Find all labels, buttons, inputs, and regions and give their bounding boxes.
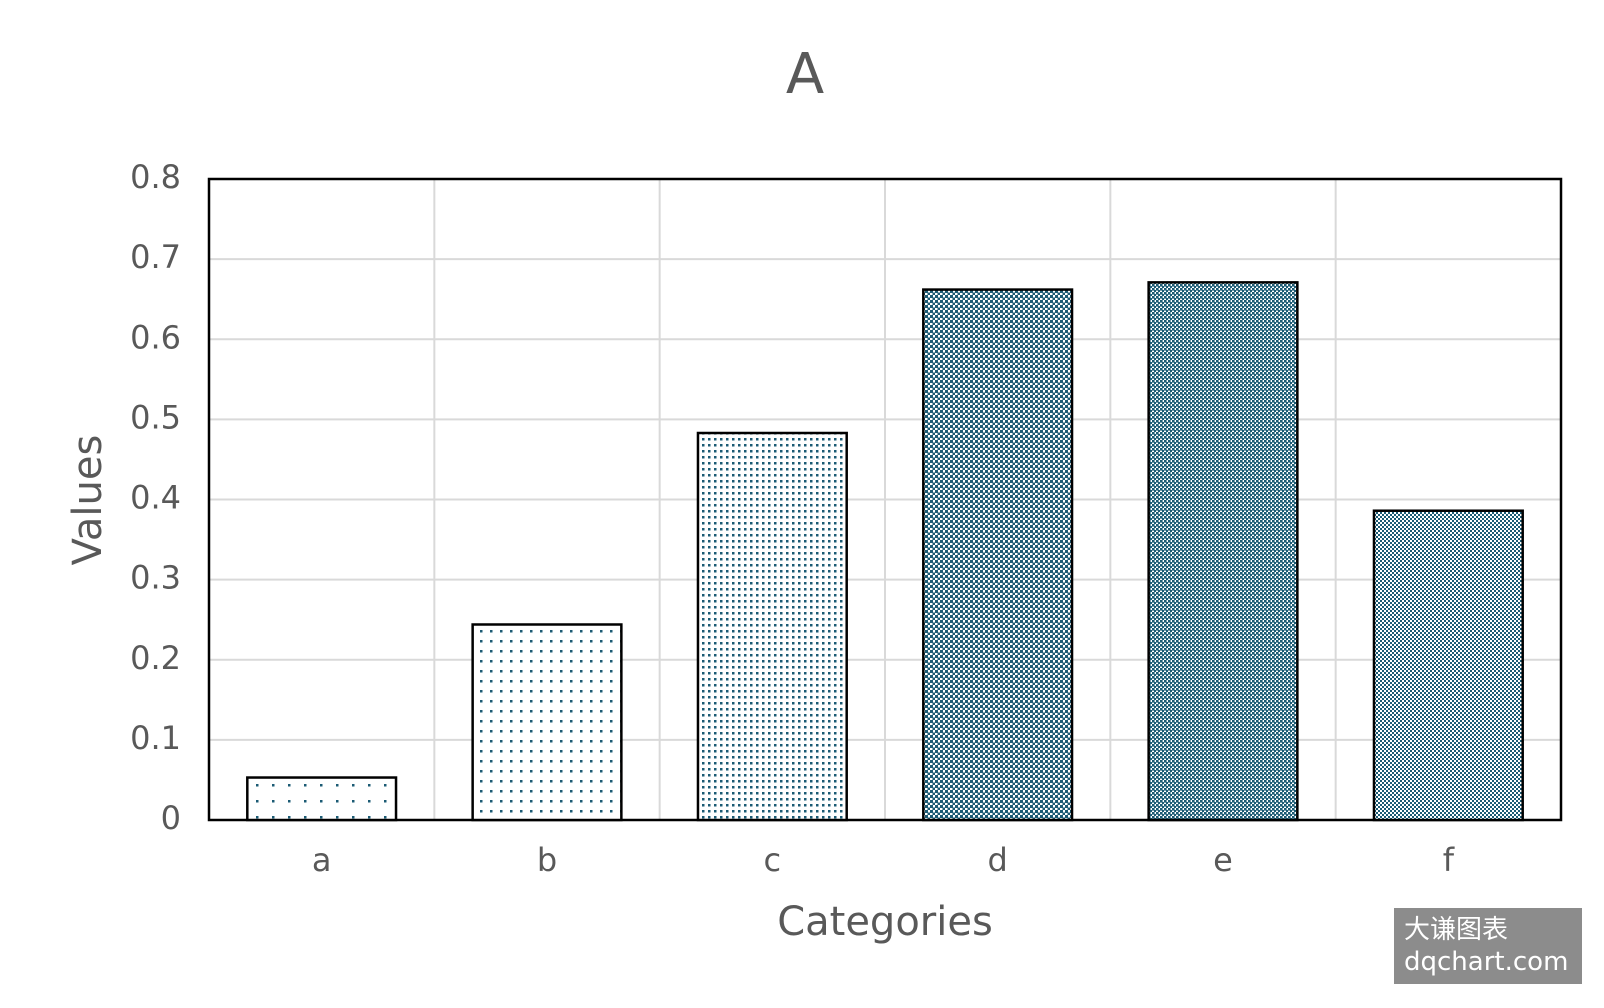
x-axis-label: Categories <box>777 899 993 945</box>
y-tick-label: 0 <box>161 799 181 837</box>
y-tick-label: 0.2 <box>130 639 181 677</box>
y-tick-label: 0.8 <box>130 158 181 196</box>
chart-title: A <box>786 42 824 107</box>
y-tick-label: 0.7 <box>130 238 181 276</box>
x-tick-label: e <box>1213 841 1233 879</box>
watermark-line: 大谦图表 <box>1404 915 1509 945</box>
watermark: 大谦图表 dqchart.com <box>1394 908 1582 984</box>
bar <box>922 288 1074 822</box>
x-tick-label: b <box>537 841 557 879</box>
bar <box>696 431 848 822</box>
x-tick-label: d <box>988 841 1008 879</box>
y-tick-label: 0.4 <box>130 479 181 517</box>
y-tick-label: 0.3 <box>130 559 181 597</box>
watermark-line: dqchart.com <box>1404 947 1569 977</box>
y-axis-label: Values <box>65 435 111 566</box>
bar <box>471 623 623 822</box>
bar <box>1372 509 1524 822</box>
plot-frame <box>207 177 1563 822</box>
bar <box>1147 281 1299 822</box>
y-tick-label: 0.6 <box>130 318 181 356</box>
y-tick-label: 0.1 <box>130 719 181 757</box>
x-tick-label: c <box>764 841 782 879</box>
bar <box>246 776 398 822</box>
y-tick-label: 0.5 <box>130 398 181 436</box>
x-tick-label: f <box>1443 841 1455 879</box>
x-tick-label: a <box>312 841 332 879</box>
